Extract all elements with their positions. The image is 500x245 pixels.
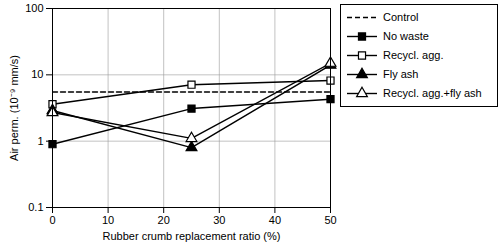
svg-text:10: 10 [102, 214, 114, 226]
svg-text:Rubber crumb replacement ratio: Rubber crumb replacement ratio (%) [103, 230, 281, 242]
svg-text:40: 40 [269, 214, 281, 226]
svg-text:100: 100 [25, 2, 43, 14]
svg-text:20: 20 [158, 214, 170, 226]
svg-text:1: 1 [37, 135, 43, 147]
svg-text:Recycl. agg.: Recycl. agg. [383, 49, 444, 61]
svg-text:Fly ash: Fly ash [383, 68, 418, 80]
svg-text:50: 50 [324, 214, 336, 226]
svg-text:No waste: No waste [383, 30, 429, 42]
svg-text:Control: Control [383, 11, 418, 23]
svg-text:0.1: 0.1 [28, 201, 43, 213]
svg-text:Recycl. agg.+fly ash: Recycl. agg.+fly ash [383, 87, 482, 99]
svg-text:Air perm. (10⁻⁹ mm/s): Air perm. (10⁻⁹ mm/s) [8, 55, 20, 161]
svg-text:30: 30 [213, 214, 225, 226]
svg-text:0: 0 [49, 214, 55, 226]
svg-text:10: 10 [31, 68, 43, 80]
